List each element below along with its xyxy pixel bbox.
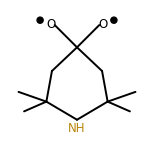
Circle shape <box>111 17 117 23</box>
Text: O: O <box>98 18 107 31</box>
Text: NH: NH <box>68 122 86 135</box>
Text: O: O <box>47 18 56 31</box>
Circle shape <box>37 17 43 23</box>
